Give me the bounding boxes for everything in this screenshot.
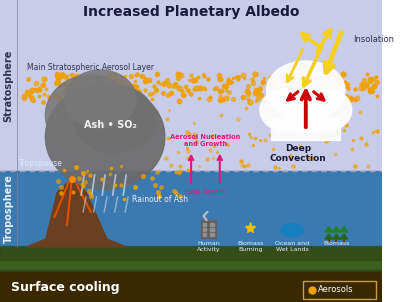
Bar: [0, 270, 382, 282]
Text: Tropopause: Tropopause: [19, 159, 63, 168]
Ellipse shape: [260, 89, 310, 131]
Text: Human
Activity: Human Activity: [196, 241, 220, 252]
Polygon shape: [340, 227, 348, 232]
Text: Slow Ascent: Slow Ascent: [185, 189, 226, 194]
Text: Insolation: Insolation: [354, 36, 394, 44]
Ellipse shape: [45, 85, 165, 189]
Text: Deep
Convection: Deep Convection: [270, 144, 326, 163]
Ellipse shape: [302, 89, 352, 131]
Polygon shape: [332, 234, 340, 239]
Bar: [0, 0, 382, 171]
Text: Troposphere: Troposphere: [4, 174, 14, 243]
Ellipse shape: [74, 85, 155, 153]
Bar: [210, 228, 214, 231]
FancyBboxPatch shape: [303, 281, 376, 299]
Text: Surface cooling: Surface cooling: [12, 281, 120, 294]
Text: Stratosphere: Stratosphere: [4, 49, 14, 121]
Bar: [202, 223, 206, 226]
Text: Aerosols: Aerosols: [318, 285, 354, 294]
Ellipse shape: [281, 223, 304, 236]
Bar: [0, 246, 382, 260]
Text: Biomass
Burning: Biomass Burning: [237, 241, 264, 252]
Text: Main Stratospheric Aerosol Layer: Main Stratospheric Aerosol Layer: [27, 63, 154, 72]
Text: Rainout of Ash: Rainout of Ash: [132, 194, 188, 204]
Bar: [0, 272, 382, 302]
Polygon shape: [332, 227, 340, 232]
Bar: [0, 171, 382, 247]
Ellipse shape: [267, 61, 345, 119]
Ellipse shape: [45, 75, 136, 155]
Text: Ocean and
Wet Lands: Ocean and Wet Lands: [275, 241, 310, 252]
Bar: [210, 223, 214, 226]
Bar: [202, 233, 206, 236]
Text: Aerosol Nucleation
and Growth: Aerosol Nucleation and Growth: [170, 133, 240, 147]
Bar: [210, 233, 214, 236]
Bar: [271, 118, 340, 140]
Text: Biomass: Biomass: [323, 241, 350, 246]
Polygon shape: [27, 179, 126, 247]
Bar: [202, 228, 206, 231]
Polygon shape: [340, 234, 348, 239]
Polygon shape: [325, 234, 332, 239]
Text: Ash • SO₂: Ash • SO₂: [84, 120, 136, 130]
Polygon shape: [325, 227, 332, 232]
Bar: [0, 247, 382, 272]
Ellipse shape: [64, 70, 136, 128]
Bar: [201, 220, 216, 238]
Text: Increased Planetary Albedo: Increased Planetary Albedo: [83, 5, 299, 19]
Ellipse shape: [283, 97, 329, 133]
